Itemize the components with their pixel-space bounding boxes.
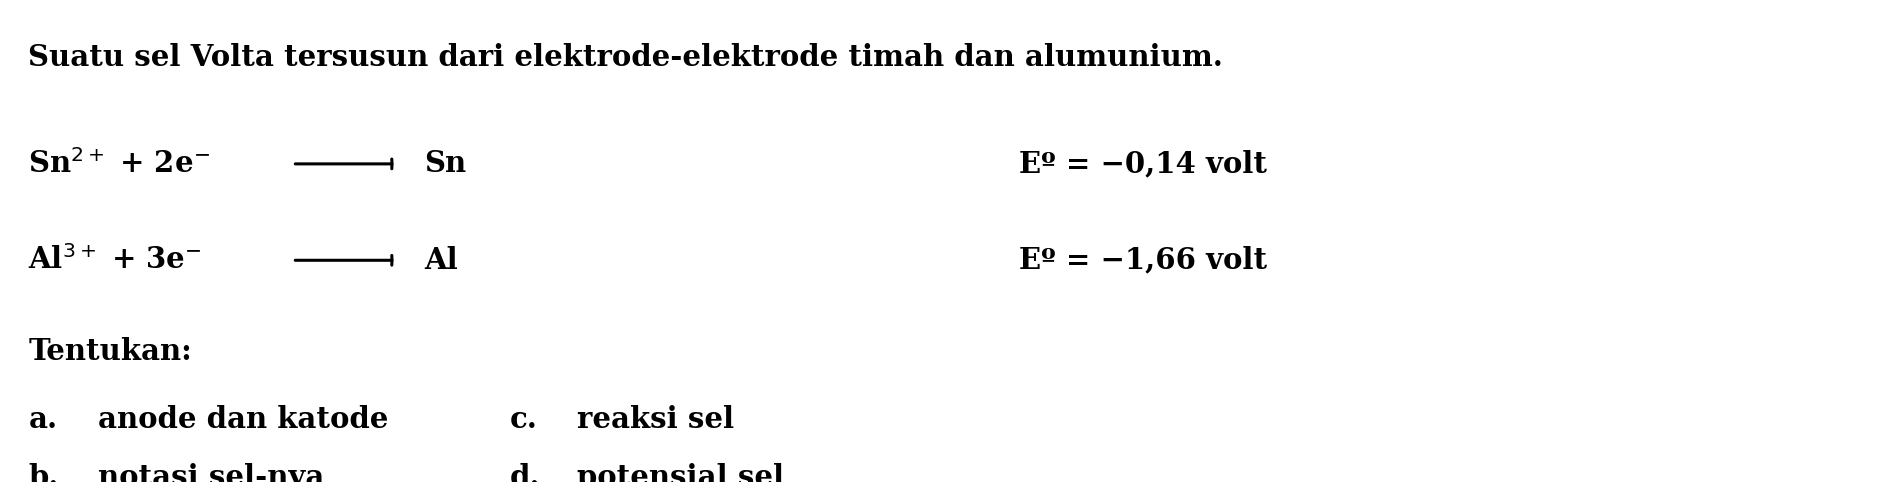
Text: c.: c. bbox=[509, 405, 538, 434]
Text: d.: d. bbox=[509, 463, 540, 482]
Text: Sn: Sn bbox=[425, 149, 466, 178]
Text: Al: Al bbox=[425, 246, 459, 275]
Text: notasi sel-nya: notasi sel-nya bbox=[98, 463, 325, 482]
Text: b.: b. bbox=[28, 463, 58, 482]
Text: Eº = −0,14 volt: Eº = −0,14 volt bbox=[1019, 149, 1266, 178]
Text: reaksi sel: reaksi sel bbox=[577, 405, 734, 434]
Text: potensial sel: potensial sel bbox=[577, 463, 785, 482]
Text: a.: a. bbox=[28, 405, 57, 434]
Text: Sn$^{2+}$ + 2e$^{-}$: Sn$^{2+}$ + 2e$^{-}$ bbox=[28, 149, 209, 179]
Text: Tentukan:: Tentukan: bbox=[28, 337, 192, 366]
Text: Suatu sel Volta tersusun dari elektrode-elektrode timah dan alumunium.: Suatu sel Volta tersusun dari elektrode-… bbox=[28, 43, 1223, 72]
Text: Al$^{3+}$ + 3e$^{-}$: Al$^{3+}$ + 3e$^{-}$ bbox=[28, 245, 202, 275]
Text: Eº = −1,66 volt: Eº = −1,66 volt bbox=[1019, 246, 1266, 275]
Text: anode dan katode: anode dan katode bbox=[98, 405, 389, 434]
